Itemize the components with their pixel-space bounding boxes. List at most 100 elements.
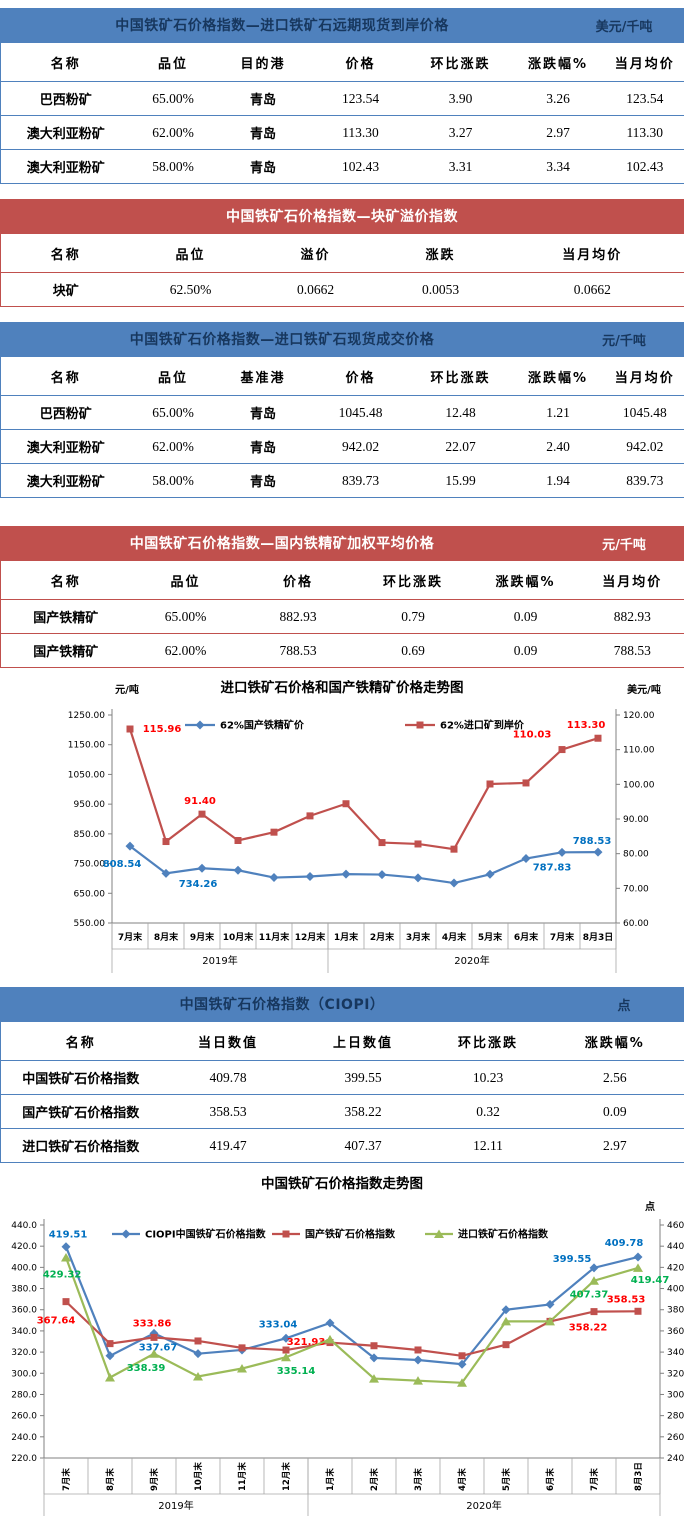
category-label: 4月末 — [457, 1468, 468, 1491]
right-tick-label: 380.0 — [667, 1306, 684, 1316]
left-axis-caption: 元/吨 — [115, 683, 139, 696]
column-header: 名称 — [1, 357, 131, 396]
table-cell: 0.09 — [546, 1095, 684, 1129]
table-cell: 58.00% — [131, 150, 216, 184]
column-header: 当月均价 — [581, 561, 684, 600]
column-header: 价格 — [241, 561, 356, 600]
table-cell: 3.90 — [411, 82, 511, 116]
column-header: 当月均价 — [606, 43, 684, 82]
column-header: 涨跌 — [381, 234, 501, 273]
year-group-label: 2020年 — [454, 954, 489, 967]
data-label: 115.96 — [143, 724, 182, 735]
category-label: 6月末 — [514, 931, 539, 943]
data-label: 788.53 — [573, 836, 612, 847]
data-label: 358.22 — [569, 1323, 608, 1334]
left-tick-label: 1050.00 — [68, 770, 105, 780]
table-cell: 123.54 — [606, 82, 684, 116]
table-cell: 2.97 — [511, 116, 606, 150]
left-tick-label: 1250.00 — [68, 711, 105, 721]
category-label: 8月末 — [154, 931, 179, 943]
right-tick-label: 90.00 — [623, 815, 649, 825]
category-label: 5月末 — [501, 1468, 512, 1491]
table-title: 中国铁矿石价格指数（CIOPI） — [0, 994, 564, 1014]
table-cell: 青岛 — [216, 82, 311, 116]
table-cell: 澳大利亚粉矿 — [1, 430, 131, 464]
table-cell: 澳大利亚粉矿 — [1, 150, 131, 184]
table-cell: 国产铁矿石价格指数 — [1, 1095, 161, 1129]
left-tick-label: 420.0 — [11, 1242, 37, 1252]
table-cell: 青岛 — [216, 116, 311, 150]
right-tick-label: 440.0 — [667, 1242, 684, 1252]
left-tick-label: 260.0 — [11, 1412, 37, 1422]
right-tick-label: 340.0 — [667, 1348, 684, 1358]
table-cell: 青岛 — [216, 464, 311, 498]
data-label: 407.37 — [570, 1290, 609, 1301]
legend-label: 国产铁矿石价格指数 — [305, 1228, 396, 1241]
data-label: 337.67 — [139, 1342, 178, 1353]
right-tick-label: 260.0 — [667, 1433, 684, 1443]
data-label: 338.39 — [127, 1363, 166, 1374]
table-cell: 839.73 — [311, 464, 411, 498]
table-cell: 3.34 — [511, 150, 606, 184]
data-label: 333.04 — [259, 1319, 298, 1330]
right-tick-label: 100.00 — [623, 780, 655, 790]
data-label: 419.51 — [49, 1230, 88, 1241]
left-tick-label: 440.0 — [11, 1221, 37, 1231]
data-label: 335.14 — [277, 1366, 316, 1377]
table-cell: 3.31 — [411, 150, 511, 184]
category-label: 3月末 — [413, 1468, 424, 1491]
left-tick-label: 320.0 — [11, 1348, 37, 1358]
table-cell: 0.79 — [356, 600, 471, 634]
table-cell: 1.21 — [511, 396, 606, 430]
right-tick-label: 240.0 — [667, 1454, 684, 1464]
category-label: 6月末 — [545, 1468, 556, 1491]
category-label: 12月末 — [295, 931, 327, 943]
column-header: 名称 — [1, 43, 131, 82]
left-tick-label: 1150.00 — [68, 741, 105, 751]
table-title-band: 中国铁矿石价格指数—进口铁矿石远期现货到岸价格美元/千吨 — [0, 8, 684, 42]
column-header: 价格 — [311, 357, 411, 396]
data-label: 367.64 — [37, 1316, 76, 1327]
left-tick-label: 380.0 — [11, 1285, 37, 1295]
data-label: 110.03 — [513, 730, 552, 741]
table-cell: 882.93 — [241, 600, 356, 634]
column-header: 涨跌幅% — [546, 1022, 684, 1061]
year-group-label: 2019年 — [202, 954, 237, 967]
category-label: 9月末 — [190, 931, 215, 943]
table-cell: 澳大利亚粉矿 — [1, 464, 131, 498]
table-title: 中国铁矿石价格指数—进口铁矿石远期现货到岸价格 — [0, 15, 564, 35]
category-label: 7月末 — [118, 931, 143, 943]
category-label: 11月末 — [259, 931, 291, 943]
table-header-row: 名称品位目的港价格环比涨跌涨跌幅%当月均价 — [1, 43, 684, 82]
column-header: 目的港 — [216, 43, 311, 82]
table-title: 中国铁矿石价格指数—进口铁矿石现货成交价格 — [0, 329, 564, 349]
table-cell: 国产铁精矿 — [1, 634, 131, 668]
chart-title: 中国铁矿石价格指数走势图 — [261, 1175, 423, 1192]
data-label: 419.47 — [631, 1275, 670, 1286]
table-cell: 12.11 — [431, 1129, 546, 1163]
column-header: 品位 — [131, 234, 251, 273]
table-cell: 62.50% — [131, 273, 251, 307]
table-cell: 22.07 — [411, 430, 511, 464]
table-cell: 3.26 — [511, 82, 606, 116]
table-cell: 399.55 — [296, 1061, 431, 1095]
table-title: 中国铁矿石价格指数—块矿溢价指数 — [0, 206, 684, 226]
table-cell: 58.00% — [131, 464, 216, 498]
column-header: 当月均价 — [501, 234, 684, 273]
column-header: 环比涨跌 — [411, 357, 511, 396]
table-title-band: 中国铁矿石价格指数—国内铁精矿加权平均价格元/千吨 — [0, 526, 684, 560]
table-cell: 0.0662 — [251, 273, 381, 307]
table-domestic-concentrate-price: 中国铁矿石价格指数—国内铁精矿加权平均价格元/千吨名称品位价格环比涨跌涨跌幅%当… — [0, 526, 684, 668]
